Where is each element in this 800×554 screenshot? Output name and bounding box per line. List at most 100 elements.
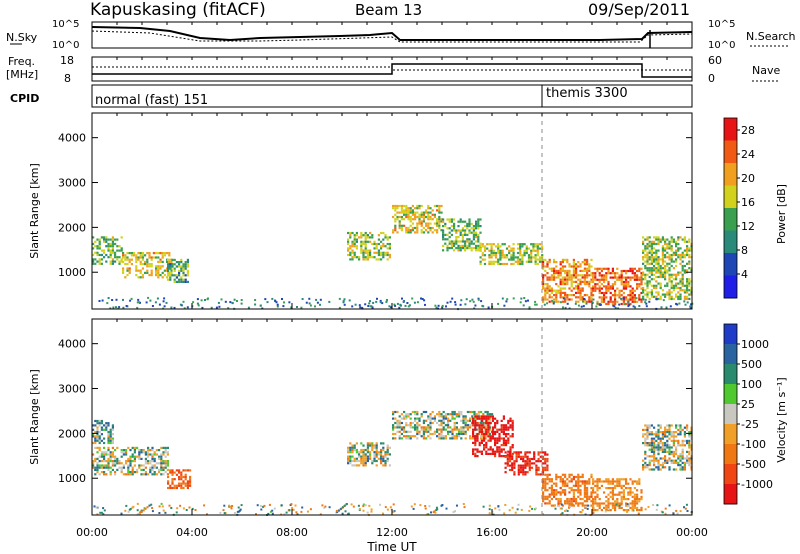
data-cell bbox=[151, 507, 154, 509]
data-cell bbox=[579, 298, 582, 301]
data-cell bbox=[433, 222, 436, 225]
data-cell bbox=[579, 291, 582, 294]
data-cell bbox=[461, 240, 464, 243]
data-cell bbox=[472, 227, 475, 230]
data-cell bbox=[473, 410, 476, 414]
data-cell bbox=[581, 298, 584, 301]
data-cell bbox=[418, 204, 421, 208]
data-cell bbox=[171, 473, 174, 476]
data-cell bbox=[489, 446, 492, 449]
data-cell bbox=[144, 260, 147, 263]
data-cell bbox=[362, 251, 365, 254]
data-cell bbox=[557, 276, 560, 279]
data-cell bbox=[157, 274, 160, 277]
data-cell bbox=[375, 446, 378, 449]
data-cell bbox=[622, 498, 625, 501]
data-cell bbox=[353, 238, 356, 241]
data-cell bbox=[498, 433, 501, 436]
data-cell bbox=[455, 421, 458, 425]
data-cell bbox=[542, 478, 545, 481]
data-cell bbox=[646, 293, 649, 296]
data-cell bbox=[166, 451, 169, 454]
data-cell bbox=[231, 505, 234, 507]
data-cell bbox=[178, 269, 181, 272]
data-cell bbox=[600, 287, 603, 290]
data-cell bbox=[605, 509, 608, 512]
data-cell bbox=[370, 510, 373, 513]
data-cell bbox=[111, 460, 114, 463]
data-cell bbox=[407, 213, 410, 216]
data-cell bbox=[388, 305, 391, 308]
data-cell bbox=[636, 482, 639, 485]
data-cell bbox=[631, 491, 634, 494]
data-cell bbox=[661, 253, 664, 257]
data-cell bbox=[355, 238, 358, 241]
data-cell bbox=[197, 304, 200, 307]
data-cell bbox=[362, 457, 365, 460]
data-cell bbox=[625, 287, 628, 290]
data-cell bbox=[653, 240, 656, 243]
data-cell bbox=[185, 509, 188, 511]
data-cell bbox=[152, 252, 155, 255]
cpid-panel: CPID normal (fast) 151 themis 3300 bbox=[10, 84, 693, 108]
data-cell bbox=[668, 468, 671, 471]
data-cell bbox=[668, 289, 671, 292]
data-cell bbox=[129, 464, 132, 467]
data-cell bbox=[516, 251, 520, 255]
data-cell bbox=[528, 462, 531, 465]
data-cell bbox=[382, 245, 385, 248]
data-cell bbox=[472, 448, 475, 451]
data-cell bbox=[504, 462, 507, 465]
data-cell bbox=[382, 448, 385, 452]
data-cell bbox=[528, 306, 531, 309]
data-cell bbox=[107, 247, 110, 250]
data-cell bbox=[588, 482, 591, 485]
data-cell bbox=[675, 286, 678, 290]
data-cell bbox=[362, 459, 365, 463]
data-cell bbox=[668, 273, 671, 276]
data-cell bbox=[480, 300, 483, 303]
data-cell bbox=[400, 437, 403, 440]
data-cell bbox=[681, 282, 684, 285]
data-cell bbox=[449, 413, 452, 416]
data-cell bbox=[159, 267, 162, 270]
data-cell bbox=[105, 422, 108, 425]
data-cell bbox=[627, 305, 630, 308]
data-cell bbox=[568, 497, 571, 501]
data-cell bbox=[642, 251, 645, 254]
data-cell bbox=[347, 247, 350, 250]
data-cell bbox=[457, 240, 460, 243]
data-cell bbox=[686, 461, 689, 464]
data-cell bbox=[646, 295, 649, 298]
data-cell bbox=[622, 287, 625, 290]
data-cell bbox=[98, 449, 101, 452]
data-cell bbox=[511, 422, 514, 425]
data-cell bbox=[247, 306, 250, 309]
data-cell bbox=[382, 446, 385, 449]
data-cell bbox=[557, 274, 560, 277]
data-cell bbox=[107, 460, 110, 463]
data-cell bbox=[94, 435, 97, 438]
data-cell bbox=[137, 258, 140, 261]
data-cell bbox=[679, 468, 682, 471]
data-cell bbox=[564, 491, 567, 494]
data-cell bbox=[364, 242, 367, 246]
data-cell bbox=[670, 297, 673, 301]
data-cell bbox=[661, 511, 664, 514]
data-cell bbox=[675, 284, 678, 287]
data-cell bbox=[476, 455, 479, 458]
data-cell bbox=[131, 471, 134, 474]
data-cell bbox=[122, 269, 125, 272]
data-cell bbox=[675, 450, 678, 453]
data-cell bbox=[583, 269, 586, 272]
data-cell bbox=[509, 419, 512, 422]
data-cell bbox=[96, 457, 99, 460]
data-cell bbox=[661, 437, 664, 440]
data-cell bbox=[398, 421, 401, 425]
data-cell bbox=[555, 289, 558, 292]
data-cell bbox=[566, 283, 569, 286]
data-cell bbox=[575, 272, 578, 275]
data-cell bbox=[683, 444, 686, 447]
data-cell bbox=[655, 251, 658, 254]
data-cell bbox=[239, 508, 242, 511]
